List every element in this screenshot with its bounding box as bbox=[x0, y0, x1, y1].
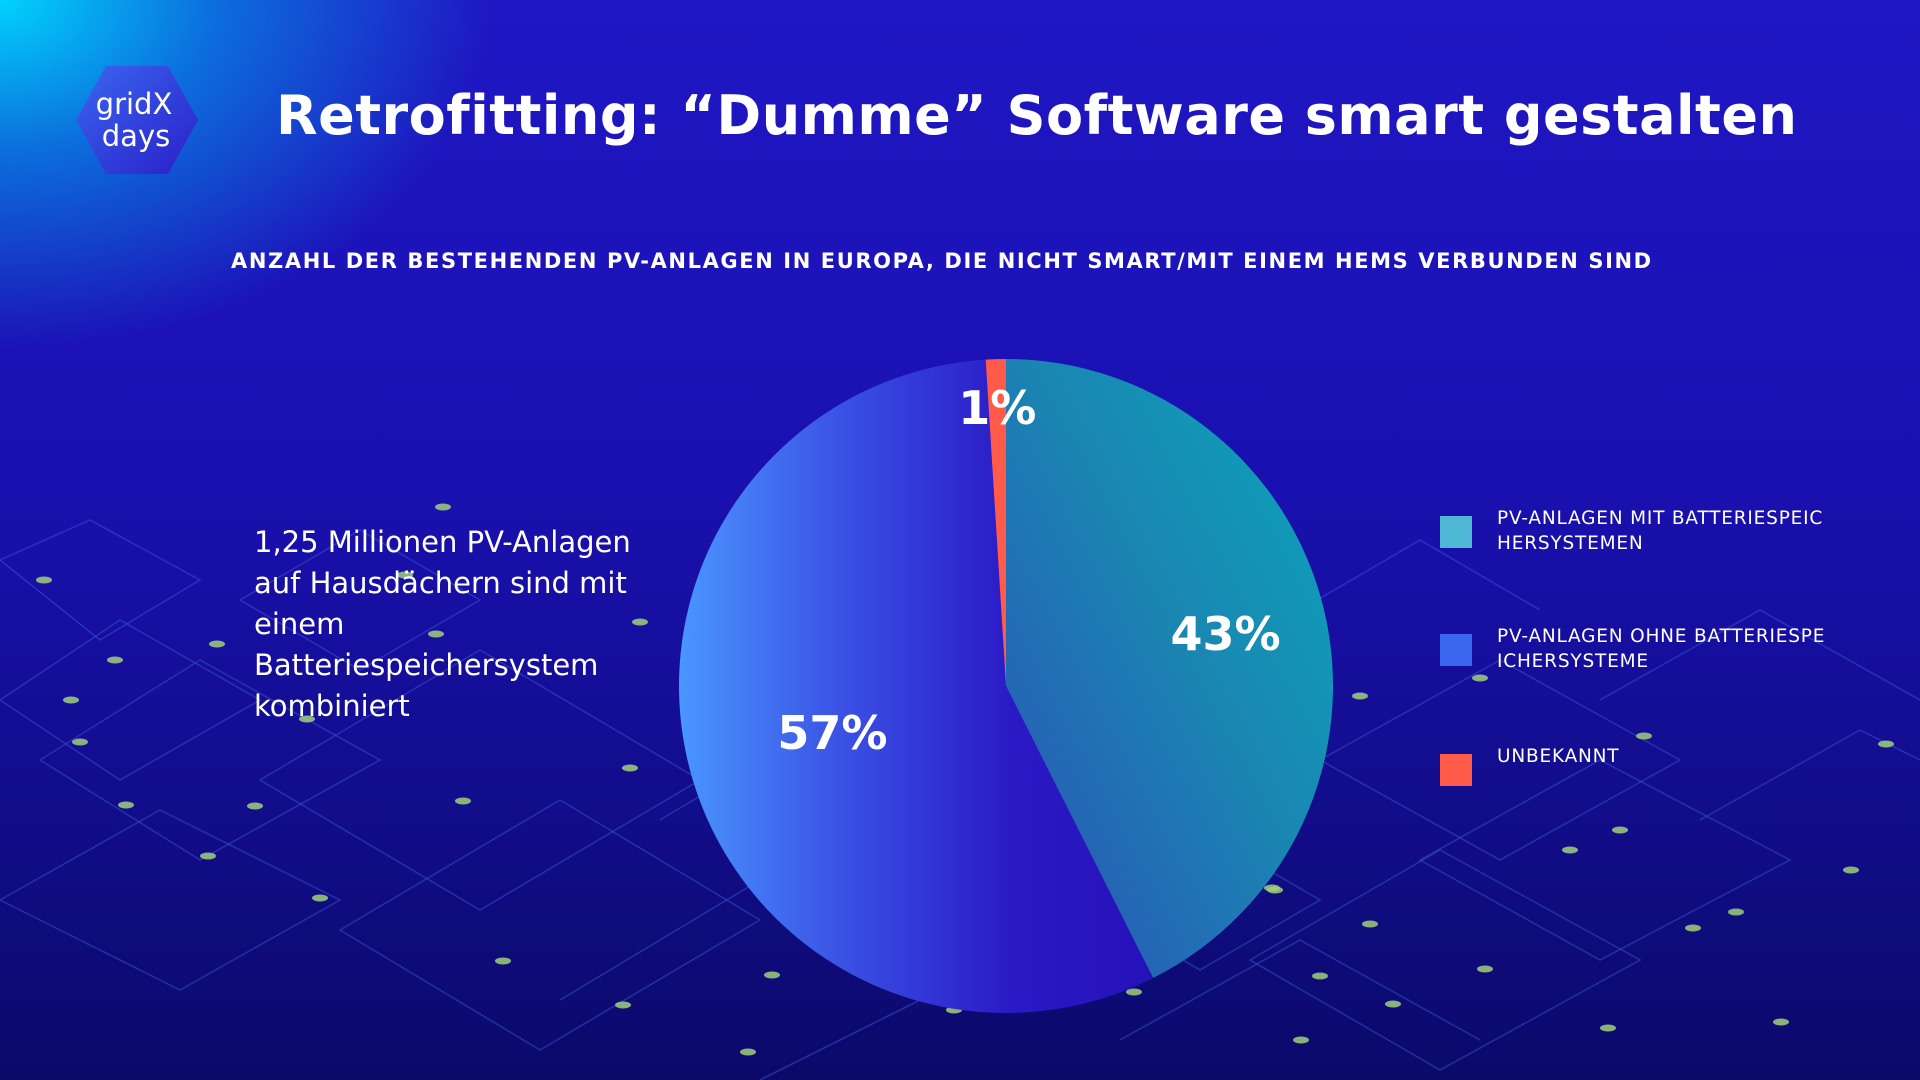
legend-label-with-battery: PV-ANLAGEN MIT BATTERIESPEICHERSYSTEMEN bbox=[1497, 508, 1824, 554]
side-note-text: 1,25 Millionen PV-Anlagen auf Hausdächer… bbox=[254, 525, 631, 723]
pie-slice-unknown bbox=[985, 359, 1006, 686]
legend-label-unknown: UNBEKANNT bbox=[1497, 746, 1620, 767]
pie-slice-with-battery bbox=[1006, 359, 1334, 979]
pie-label-with-battery: 43% bbox=[1170, 607, 1280, 661]
legend-swatch-without-battery bbox=[1440, 634, 1472, 666]
page-title: Retrofitting: “Dumme” Software smart ges… bbox=[276, 84, 1798, 147]
logo-text-top: gridX bbox=[96, 87, 173, 121]
pie-label-without-battery: 57% bbox=[777, 706, 887, 760]
legend-swatch-unknown bbox=[1440, 754, 1472, 786]
pie-slice-without-battery bbox=[679, 359, 1154, 1013]
chart-title: ANZAHL DER BESTEHENDEN PV-ANLAGEN IN EUR… bbox=[231, 249, 1653, 273]
logo-text-bottom: days bbox=[102, 119, 170, 153]
legend-label-without-battery: PV-ANLAGEN OHNE BATTERIESPEICHERSYSTEME bbox=[1497, 626, 1826, 672]
gridx-days-logo: gridX days bbox=[74, 62, 200, 178]
legend-swatch-with-battery bbox=[1440, 516, 1472, 548]
pie-label-unknown: 1% bbox=[958, 381, 1036, 435]
